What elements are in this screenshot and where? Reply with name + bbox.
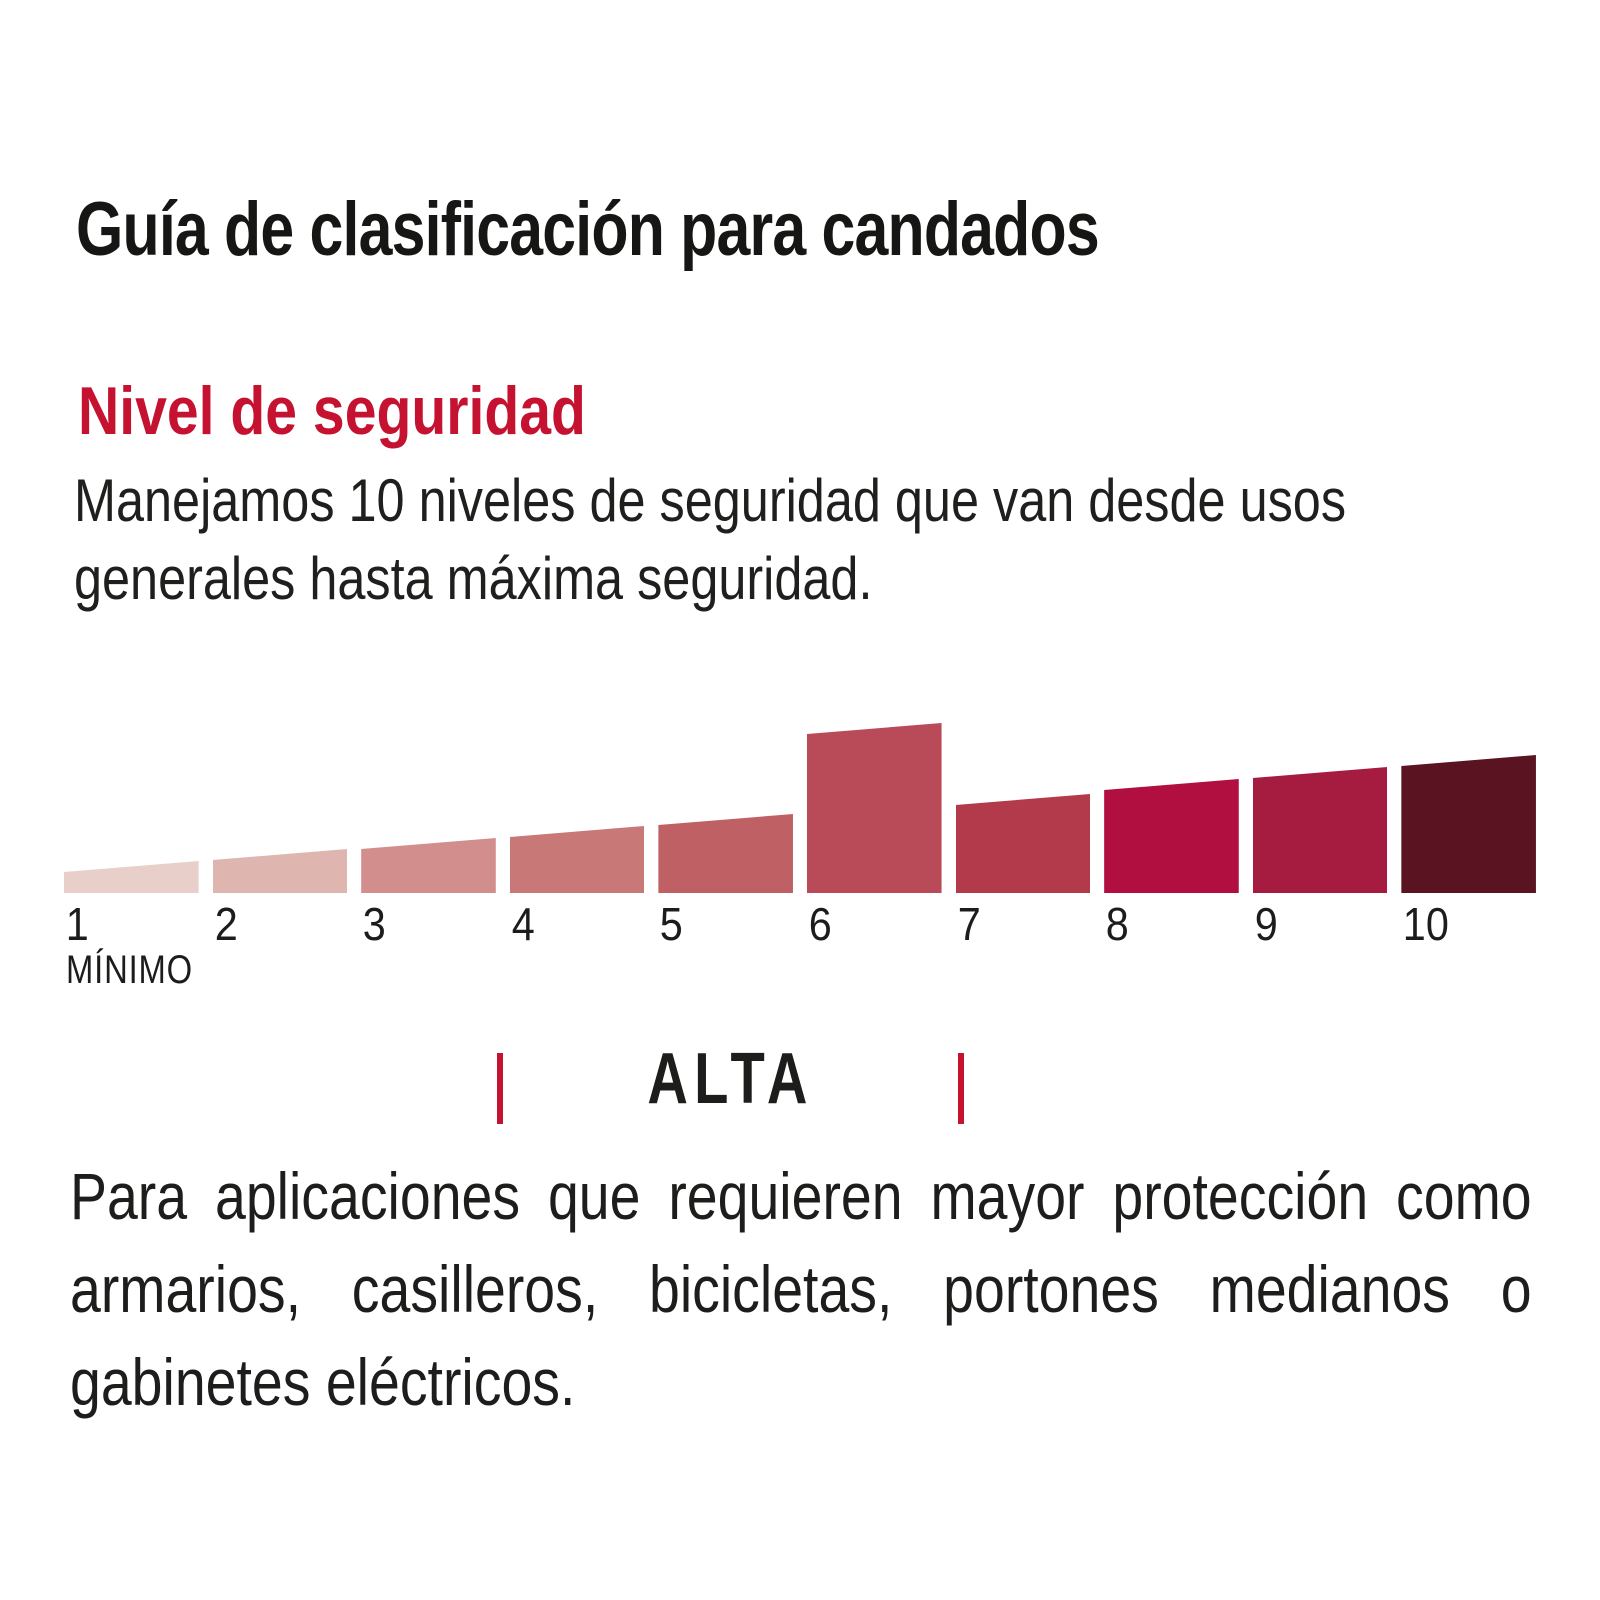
bar-axis-label-4: 4 — [511, 898, 535, 950]
bar-shape-level-3 — [361, 838, 496, 893]
bar-shape-level-9 — [1252, 767, 1388, 893]
security-level-heading: Nivel de seguridad — [78, 373, 586, 449]
bar-shape-level-2 — [212, 849, 348, 893]
security-level-bars — [64, 723, 1536, 893]
description-line-2: generales hasta máxima seguridad. — [74, 545, 873, 612]
bar-level-10 — [1401, 755, 1536, 893]
bar-level-7 — [955, 794, 1091, 893]
bar-axis-label-5: 5 — [660, 898, 684, 950]
bar-shape-level-10 — [1401, 755, 1536, 893]
footer-line-1: Para aplicaciones que requieren mayor pr… — [70, 1159, 1532, 1233]
bar-level-9 — [1252, 767, 1388, 893]
description-line-1: Manejamos 10 niveles de seguridad que va… — [74, 467, 1347, 534]
bar-axis-label-3: 3 — [362, 898, 387, 950]
security-level-description: Manejamos 10 niveles de seguridad que va… — [74, 462, 1468, 618]
bar-level-6 — [806, 723, 942, 893]
bar-shape-level-6 — [806, 723, 942, 893]
bar-axis-label-2: 2 — [214, 898, 238, 950]
bar-axis-label-9: 9 — [1254, 898, 1278, 950]
bar-shape-level-8 — [1104, 779, 1239, 893]
bar-level-1 — [64, 861, 199, 893]
footer-line-2: armarios, casilleros, bicicletas, porton… — [70, 1252, 1532, 1326]
bar-level-3 — [361, 838, 496, 893]
bar-level-8 — [1104, 779, 1239, 893]
bar-axis-label-6: 6 — [808, 898, 832, 950]
footer-line-3: gabinetes eléctricos. — [70, 1345, 576, 1419]
bar-shape-level-1 — [64, 861, 199, 893]
page-title: Guía de clasificación para candados — [76, 187, 1100, 272]
application-description: Para aplicaciones que requieren mayor pr… — [70, 1150, 1532, 1429]
bar-axis-label-1: 1 — [65, 898, 89, 950]
range-tick-right — [958, 1053, 964, 1124]
bar-level-4 — [509, 826, 645, 893]
bar-axis-label-8: 8 — [1105, 898, 1129, 950]
bar-shape-level-4 — [509, 826, 645, 893]
range-label-alta: ALTA — [647, 1039, 814, 1119]
bar-shape-level-7 — [955, 794, 1091, 893]
range-tick-left — [497, 1053, 503, 1124]
bar-shape-level-5 — [658, 814, 793, 893]
security-level-axis-labels: 1 2 3 4 5 6 7 8 9 10 — [64, 897, 1536, 951]
bar-level-2 — [212, 849, 348, 893]
bar-level-5 — [658, 814, 793, 893]
security-level-chart — [64, 723, 1536, 893]
bar-axis-label-10: 10 — [1403, 898, 1450, 950]
min-label: MÍNIMO — [66, 948, 193, 992]
bar-axis-label-7: 7 — [957, 898, 981, 950]
